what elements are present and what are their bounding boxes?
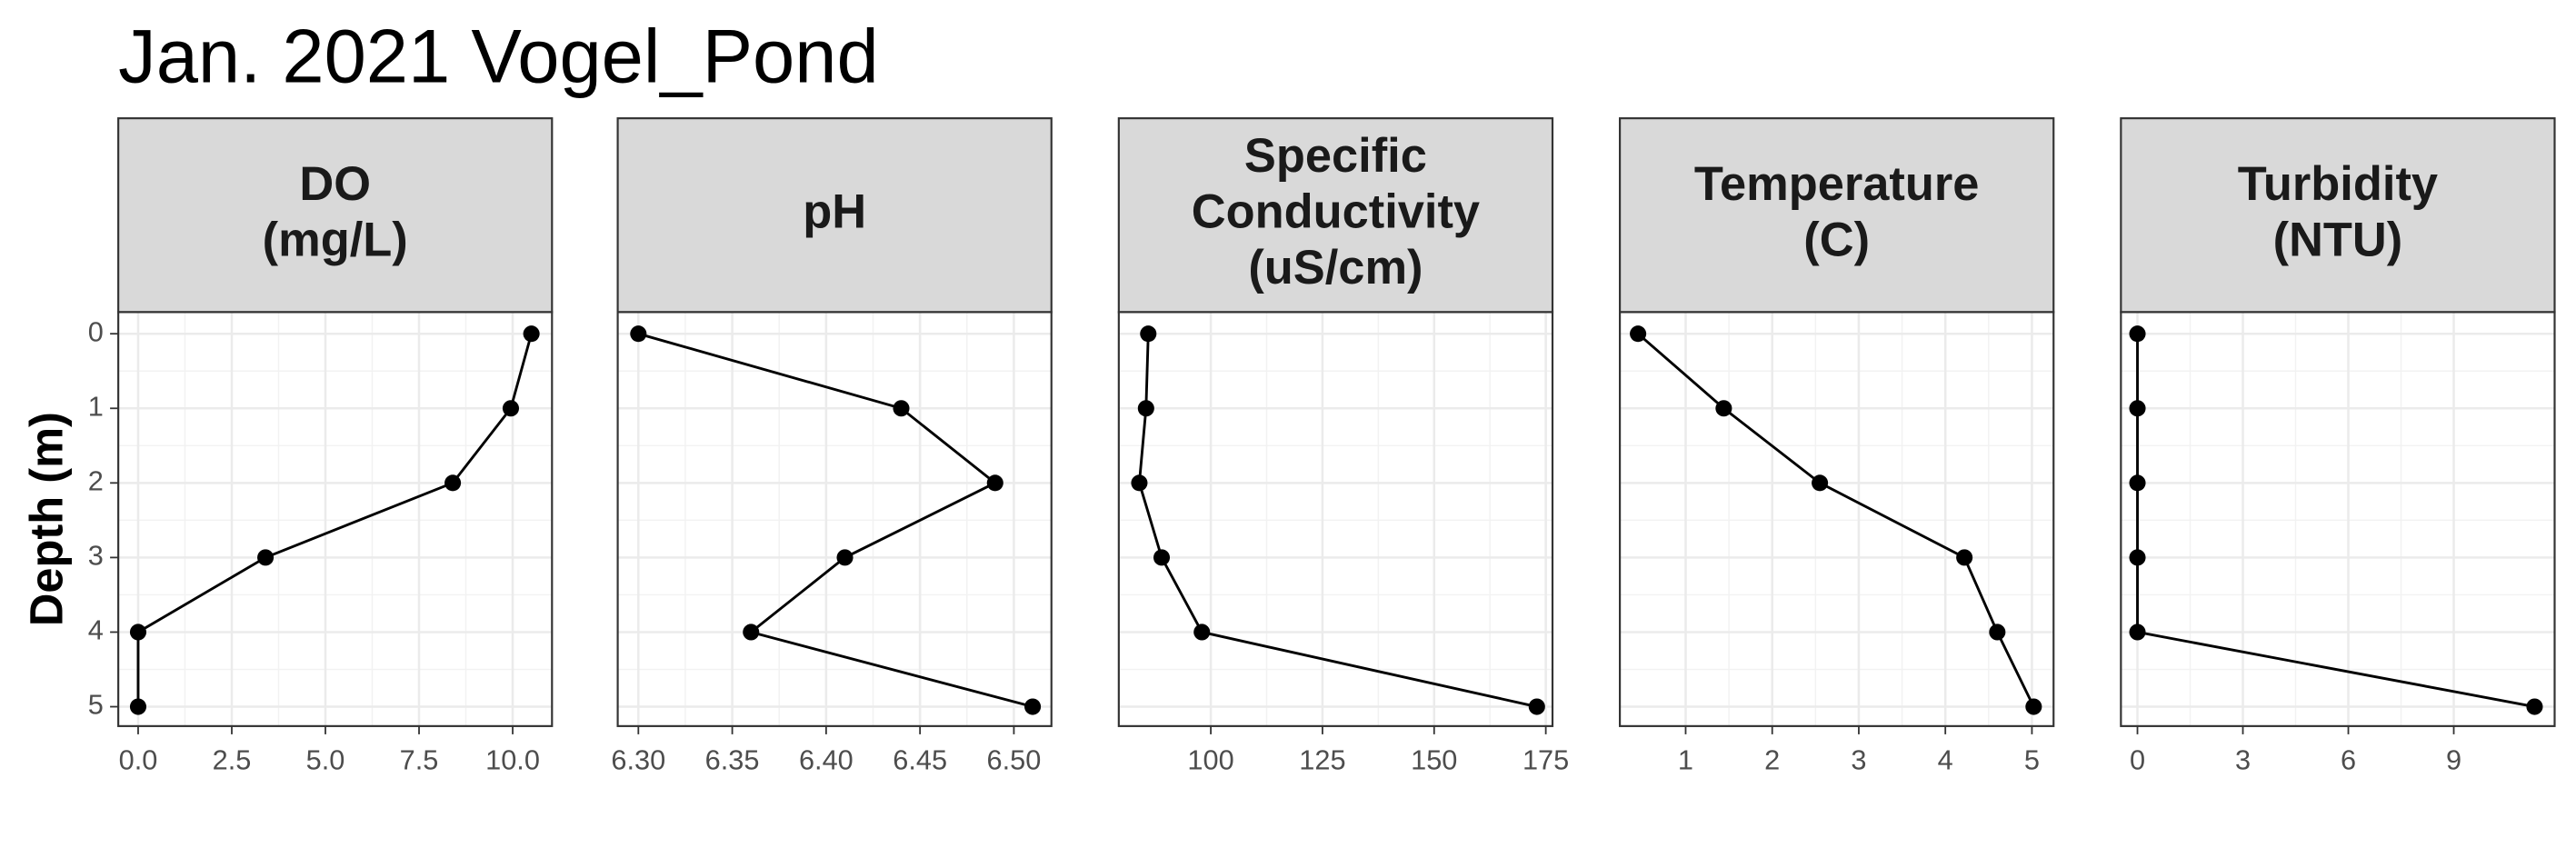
data-point [1956, 549, 1973, 566]
y-tick-label: 4 [88, 614, 104, 646]
panel-border [1619, 311, 2055, 727]
data-point [2129, 325, 2146, 343]
data-point [893, 400, 910, 417]
x-tick-label: 9 [2446, 744, 2461, 776]
data-line [136, 333, 534, 707]
data-point [630, 325, 647, 343]
x-tick-label: 0.0 [119, 744, 158, 776]
facet-title: Conductivity [1192, 186, 1480, 239]
x-tick-label: 125 [1299, 744, 1345, 776]
data-point [1193, 624, 1211, 641]
facet-title: (uS/cm) [1248, 242, 1423, 294]
x-tick-label: 2 [1764, 744, 1780, 776]
data-point [129, 698, 147, 715]
x-tick-label: 6 [2341, 744, 2356, 776]
data-point [1989, 624, 2006, 641]
y-tick-label: 1 [88, 390, 104, 422]
data-point [502, 400, 520, 417]
panel-border [616, 311, 1053, 727]
facet-strip [2120, 117, 2556, 314]
panel-border [117, 311, 554, 727]
x-tick-label: 0 [2130, 744, 2145, 776]
data-point [523, 325, 540, 343]
data-point [2129, 624, 2146, 641]
y-tick-label: 5 [88, 689, 104, 721]
data-point [1630, 325, 1647, 343]
data-point [1812, 474, 1829, 492]
x-tick-label: 10.0 [485, 744, 540, 776]
x-tick-label: 3 [1851, 744, 1866, 776]
data-point [2526, 698, 2543, 715]
x-tick-label: 150 [1411, 744, 1457, 776]
facet-title: (mg/L) [263, 214, 408, 266]
panel-background [2121, 312, 2555, 726]
panel-background [617, 312, 1052, 726]
y-tick-label: 3 [88, 540, 104, 572]
chart-title: Jan. 2021 Vogel_Pond [118, 14, 879, 98]
panel-border [2120, 311, 2556, 727]
x-tick-label: 1 [1678, 744, 1693, 776]
panel-border [1117, 311, 1554, 727]
data-line [637, 332, 1033, 708]
data-point [1528, 698, 1545, 715]
y-tick-label: 2 [88, 464, 104, 496]
data-point [2025, 698, 2042, 715]
data-point [1137, 400, 1154, 417]
data-point [986, 474, 1003, 492]
data-point [1131, 474, 1148, 492]
panel-background [1118, 312, 1553, 726]
data-line [1637, 333, 2035, 708]
x-tick-label: 7.5 [400, 744, 439, 776]
data-point [743, 624, 760, 641]
facet-strip [117, 117, 554, 314]
facet-title: DO [299, 158, 371, 211]
x-tick-label: 100 [1187, 744, 1233, 776]
data-point [444, 474, 462, 492]
x-tick-label: 6.30 [611, 744, 665, 776]
y-axis-label: Depth (m) [21, 412, 73, 626]
x-tick-label: 6.35 [705, 744, 760, 776]
x-tick-label: 3 [2235, 744, 2251, 776]
x-tick-label: 6.50 [987, 744, 1042, 776]
x-tick-label: 5 [2024, 744, 2040, 776]
data-point [2129, 400, 2146, 417]
data-point [1024, 698, 1042, 715]
facet-strip [1619, 117, 2055, 314]
facet-title: Specific [1244, 130, 1427, 183]
x-tick-label: 6.40 [799, 744, 854, 776]
facet-strip [616, 117, 1053, 314]
data-line [1137, 334, 1538, 708]
x-tick-label: 4 [1938, 744, 1953, 776]
y-tick-label: 0 [88, 315, 104, 347]
x-tick-label: 5.0 [306, 744, 345, 776]
x-tick-label: 6.45 [893, 744, 947, 776]
facet-title: Turbidity [2238, 158, 2438, 211]
data-point [129, 624, 147, 641]
data-point [2129, 474, 2146, 492]
data-point [1140, 325, 1157, 343]
data-point [1153, 549, 1171, 566]
facet-title: (C) [1803, 214, 1870, 266]
data-point [836, 549, 854, 566]
facet-strip [1117, 117, 1554, 314]
facet-title: pH [803, 186, 866, 239]
data-line [2136, 334, 2535, 708]
panel-background [118, 312, 553, 726]
x-tick-label: 2.5 [213, 744, 252, 776]
data-point [1715, 400, 1732, 417]
facet-title: Temperature [1694, 158, 1980, 211]
x-tick-label: 175 [1523, 744, 1569, 776]
facet-title: (NTU) [2273, 214, 2403, 266]
data-point [2129, 549, 2146, 566]
data-point [257, 549, 275, 566]
